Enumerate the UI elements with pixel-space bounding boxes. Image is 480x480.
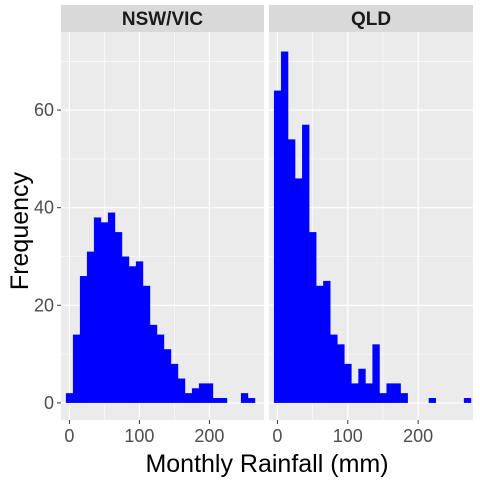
facet-strip — [269, 5, 473, 32]
y-axis-title: Frequency — [6, 171, 34, 290]
histogram-bar — [428, 398, 437, 403]
histogram-bar — [191, 388, 200, 403]
histogram-bar — [121, 256, 130, 403]
histogram-bar — [351, 383, 359, 403]
histogram-bar — [273, 90, 282, 403]
histogram-bar — [128, 266, 137, 403]
histogram-bar — [212, 398, 221, 403]
histogram-bar — [65, 393, 74, 403]
histogram-bar — [135, 261, 144, 403]
x-tick-label: 200 — [194, 426, 224, 446]
facet-strip — [61, 5, 264, 32]
histogram-bar — [309, 232, 317, 403]
histogram-bar — [302, 124, 310, 403]
histogram-bar — [198, 383, 207, 403]
histogram-bar — [372, 344, 380, 403]
histogram-bar — [156, 334, 165, 403]
y-tick-label: 0 — [44, 393, 54, 413]
facet-panel-qld: QLD 0 100 200 — [269, 5, 473, 446]
y-tick-label: 40 — [34, 198, 54, 218]
histogram-bar — [280, 51, 289, 403]
histogram-bar — [330, 334, 338, 403]
histogram-bar — [344, 363, 352, 403]
x-tick-label: 0 — [272, 426, 282, 446]
histogram-bar — [393, 383, 401, 403]
y-tick-label: 60 — [34, 100, 54, 120]
histogram-bar — [205, 383, 214, 403]
histogram-bar — [337, 344, 345, 403]
histogram-bar — [177, 378, 186, 403]
x-tick-label: 0 — [64, 426, 74, 446]
x-axis-title: Monthly Rainfall (mm) — [145, 450, 388, 478]
histogram-bar — [170, 363, 179, 403]
histogram-bar — [240, 393, 249, 403]
histogram-bar — [365, 383, 373, 403]
histogram-bar — [219, 398, 228, 403]
histogram-bar — [86, 251, 95, 403]
facet-panel-nsw-vic: NSW/VIC 0 100 200 — [61, 5, 264, 446]
histogram-bar — [295, 178, 303, 403]
facet-strip-label: NSW/VIC — [122, 9, 204, 30]
histogram-bar — [316, 285, 324, 403]
histogram-bar — [379, 393, 387, 403]
histogram-bar — [149, 324, 158, 403]
histogram-bar — [287, 139, 296, 403]
histogram-bar — [400, 393, 408, 403]
x-tick-label: 200 — [403, 426, 433, 446]
histogram-bar — [100, 222, 109, 403]
histogram-bar — [107, 212, 116, 403]
y-tick-label: 20 — [34, 295, 54, 315]
histogram-bar — [114, 232, 123, 403]
histogram-bar — [142, 285, 151, 403]
histogram-bar — [358, 368, 366, 403]
x-tick-label: 100 — [333, 426, 363, 446]
histogram-bar — [79, 276, 88, 403]
histogram-bar — [184, 393, 193, 403]
histogram-bar — [463, 398, 472, 403]
histogram-bar — [323, 280, 331, 403]
histogram-bar — [163, 349, 172, 403]
histogram-bar — [93, 217, 102, 403]
facet-strip-label: QLD — [351, 9, 391, 30]
histogram-bar — [386, 383, 394, 403]
x-tick-label: 100 — [124, 426, 154, 446]
histogram-bar — [247, 398, 256, 403]
histogram-bar — [72, 334, 81, 403]
